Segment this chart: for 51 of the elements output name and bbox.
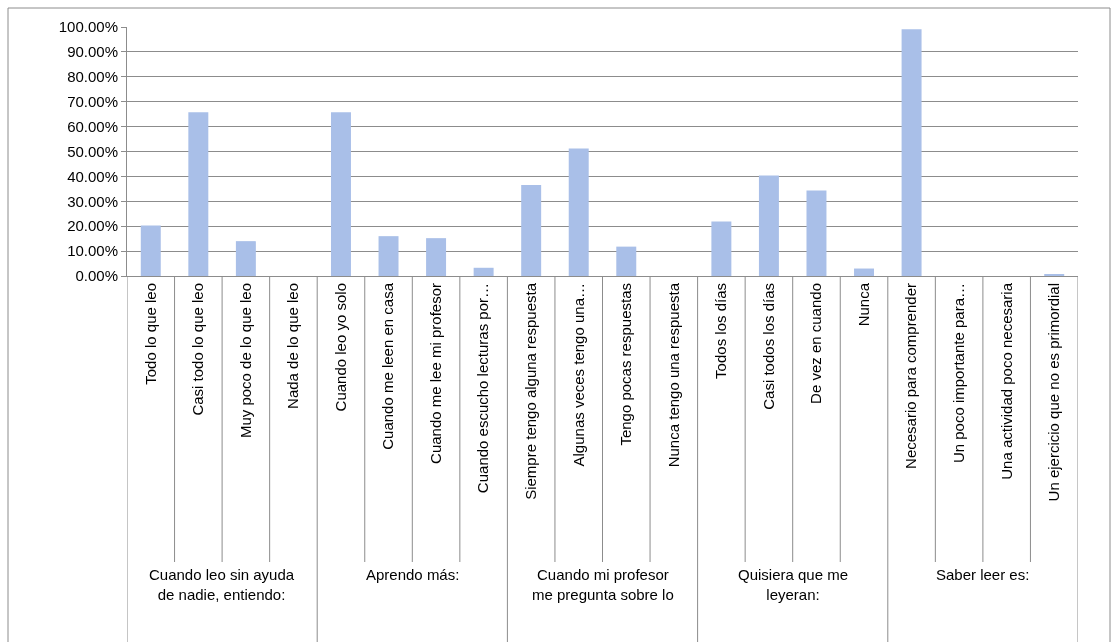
- bar: [426, 238, 447, 276]
- y-tick-label: 70.00%: [67, 92, 118, 110]
- x-tick-label: Algunas veces tengo una…: [569, 283, 587, 467]
- x-tick-label: Siempre tengo alguna respuesta: [522, 282, 540, 500]
- bar: [140, 225, 161, 276]
- x-tick-label: Cuando me lee mi profesor: [426, 283, 444, 464]
- bar: [188, 112, 209, 276]
- x-tick-label: Un ejercicio que no es primordial: [1045, 283, 1063, 502]
- bar: [806, 190, 827, 276]
- y-tick-label: 60.00%: [67, 117, 118, 135]
- x-tick-label: Cuando leo yo solo: [331, 283, 349, 412]
- y-tick-label: 100.00%: [58, 18, 118, 36]
- bar: [235, 241, 256, 276]
- x-tick-label: Nunca tengo una respuesta: [664, 282, 682, 468]
- x-tick-label: Nunca: [854, 282, 872, 327]
- x-tick-label: Casi todo lo que leo: [189, 283, 207, 416]
- x-tick-label: De vez en cuando: [807, 283, 825, 404]
- x-tick-label: Cuando me leen en casa: [379, 282, 397, 450]
- x-tick-label: Una actividad poco necesaria: [997, 282, 1015, 480]
- y-tick-label: 80.00%: [67, 68, 118, 86]
- y-tick-label: 0.00%: [75, 267, 118, 285]
- x-tick-label: Todo lo que leo: [141, 283, 159, 385]
- x-tick-label: Nada de lo que leo: [284, 283, 302, 409]
- x-tick-label: Todos los días: [712, 283, 730, 379]
- bar: [901, 29, 922, 276]
- x-tick-label: Un poco importante para…: [949, 283, 967, 464]
- x-tick-label: Necesario para comprender: [902, 283, 920, 469]
- bar: [330, 112, 351, 276]
- bar: [568, 148, 589, 276]
- x-tick-label: Muy poco de lo que leo: [236, 283, 254, 439]
- text: Quisiera que me leyeran:: [738, 566, 849, 603]
- bar: [711, 221, 732, 276]
- text: Aprendo más:: [366, 566, 460, 583]
- x-tick-label: Cuando escucho lecturas por…: [474, 283, 492, 494]
- bar: [521, 185, 542, 276]
- y-tick-label: 30.00%: [67, 192, 118, 210]
- text: Saber leer es:: [936, 566, 1030, 583]
- bar: [616, 246, 637, 276]
- bar: [854, 268, 875, 276]
- text: Cuando mi profesor me pregunta sobre lo: [532, 566, 674, 603]
- bar: [378, 236, 399, 276]
- y-tick-label: 90.00%: [67, 43, 118, 61]
- x-tick-label: Casi todos los días: [759, 283, 777, 410]
- y-tick-label: 10.00%: [67, 242, 118, 260]
- bar: [473, 267, 494, 276]
- y-tick-label: 50.00%: [67, 142, 118, 160]
- text: Cuando leo sin ayuda de nadie, entiendo:: [149, 566, 295, 603]
- y-tick-label: 20.00%: [67, 217, 118, 235]
- y-tick-label: 40.00%: [67, 167, 118, 185]
- x-tick-label: Tengo pocas respuestas: [617, 283, 635, 446]
- bar: [758, 175, 779, 276]
